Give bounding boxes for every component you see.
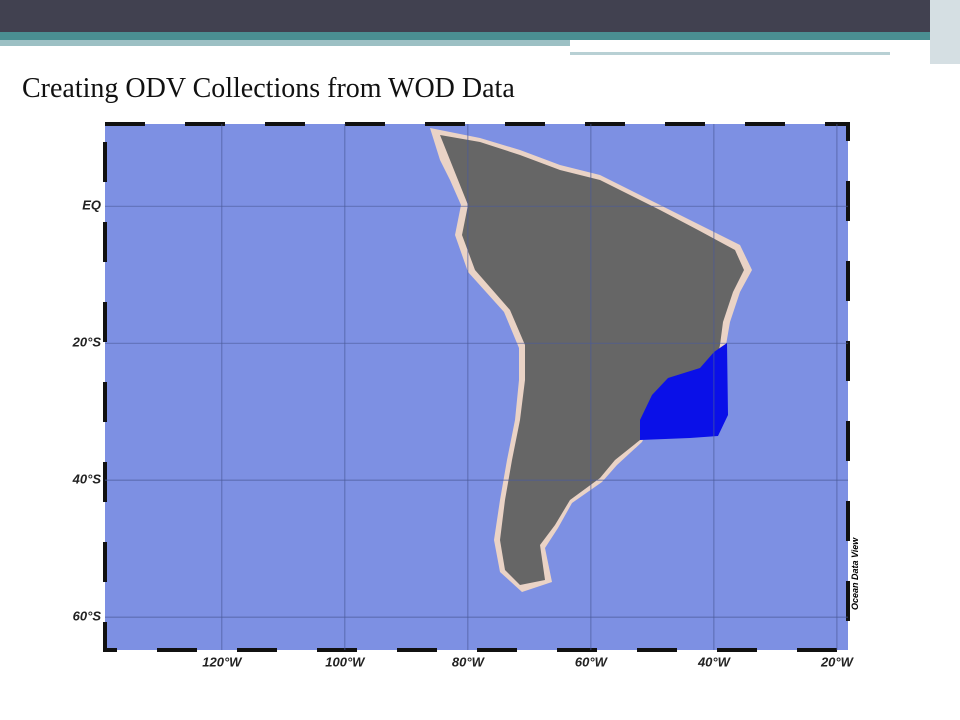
lat-label: 20°S bbox=[72, 335, 102, 350]
lat-label: 60°S bbox=[73, 609, 102, 624]
watermark: Ocean Data View bbox=[850, 537, 860, 610]
lat-label: EQ bbox=[82, 198, 101, 213]
header-stripe bbox=[570, 52, 890, 55]
lon-label: 40°W bbox=[697, 654, 732, 669]
lon-label: 60°W bbox=[575, 654, 609, 669]
lon-label: 120°W bbox=[202, 654, 243, 669]
header-stripe bbox=[0, 32, 960, 40]
header-corner bbox=[930, 0, 960, 64]
lon-label: 80°W bbox=[452, 654, 486, 669]
header-bar bbox=[0, 0, 960, 32]
slide-title: Creating ODV Collections from WOD Data bbox=[22, 73, 515, 104]
stations bbox=[640, 343, 728, 440]
header-stripe bbox=[0, 40, 570, 46]
lon-label: 20°W bbox=[820, 654, 855, 669]
frame bbox=[103, 122, 850, 652]
lat-label: 40°S bbox=[72, 472, 102, 487]
lon-label: 100°W bbox=[325, 654, 366, 669]
land bbox=[440, 135, 744, 585]
map: Ocean Data View 120°W 100°W 80°W 60°W 40°W 20… bbox=[72, 122, 860, 669]
